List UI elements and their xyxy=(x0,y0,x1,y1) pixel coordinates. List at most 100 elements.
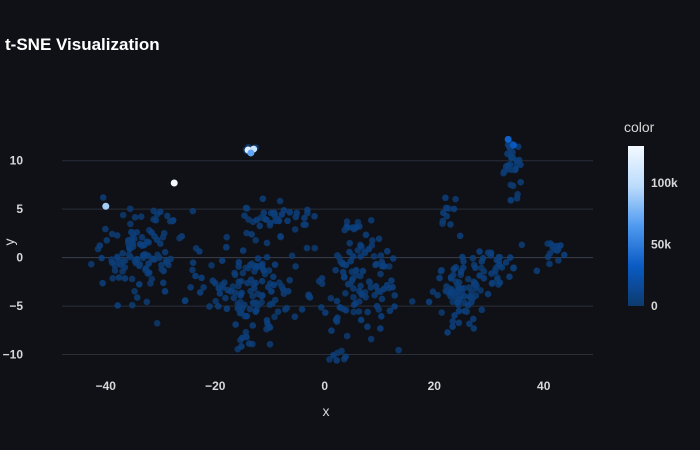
scatter-point xyxy=(385,263,393,270)
scatter-point xyxy=(238,289,245,297)
scatter-point xyxy=(439,209,447,217)
scatter-point xyxy=(362,293,369,301)
x-tick-label: 20 xyxy=(428,379,442,393)
scatter-point xyxy=(369,237,376,244)
scatter-point xyxy=(434,291,441,299)
scatter-point xyxy=(346,248,353,256)
scatter-point xyxy=(546,260,553,268)
scatter-point xyxy=(333,297,341,305)
scatter-point xyxy=(277,233,284,240)
scatter-point xyxy=(258,277,266,285)
scatter-point xyxy=(335,254,343,262)
scatter-point xyxy=(484,290,492,298)
scatter-point xyxy=(508,166,515,173)
scatter-point xyxy=(200,284,207,291)
scatter-point xyxy=(96,242,104,249)
scatter-point xyxy=(236,309,244,317)
scatter-point xyxy=(218,281,226,289)
scatter-point xyxy=(189,259,197,267)
scatter-point xyxy=(502,259,510,266)
scatter-point xyxy=(367,284,375,291)
scatter-point xyxy=(157,240,164,248)
scatter-point xyxy=(256,222,264,230)
scatter-point xyxy=(263,325,270,333)
scatter-point xyxy=(515,156,523,164)
scatter-point xyxy=(114,302,122,309)
scatter-point xyxy=(243,333,250,341)
scatter-point xyxy=(121,264,129,271)
scatter-point xyxy=(327,294,335,302)
scatter-point xyxy=(518,241,526,249)
scatter-point xyxy=(284,217,291,225)
scatter-point xyxy=(484,249,492,257)
scatter-point xyxy=(292,213,300,221)
scatter-point xyxy=(453,289,461,297)
scatter-point xyxy=(385,284,393,292)
scatter-point xyxy=(159,279,167,287)
scatter-point xyxy=(278,282,285,290)
scatter-point xyxy=(455,319,463,327)
scatter-point xyxy=(258,298,265,306)
scatter-point xyxy=(270,273,277,281)
scatter-point xyxy=(252,236,259,244)
scatter-point xyxy=(128,275,136,283)
scatter-point xyxy=(447,289,455,296)
scatter-point xyxy=(244,279,251,287)
scatter-point xyxy=(269,300,276,307)
scatter-point xyxy=(131,288,138,295)
scatter-point xyxy=(463,308,471,315)
scatter-point xyxy=(488,270,495,277)
scatter-point xyxy=(350,308,358,316)
scatter-point xyxy=(231,269,238,277)
scatter-point xyxy=(263,239,271,247)
scatter-point xyxy=(450,205,458,213)
scatter-point xyxy=(444,329,451,336)
scatter-point xyxy=(332,266,339,274)
scatter-point xyxy=(464,301,472,309)
scatter-point xyxy=(352,224,360,231)
scatter-point xyxy=(264,319,271,327)
scatter-point xyxy=(326,356,333,363)
scatter-points xyxy=(87,135,568,364)
scatter-point xyxy=(196,289,204,296)
colorbar-title: color xyxy=(624,119,655,135)
scatter-point xyxy=(350,293,357,301)
scatter-point xyxy=(498,264,506,271)
scatter-point xyxy=(371,291,378,299)
scatter-point xyxy=(222,243,230,251)
scatter-point xyxy=(389,255,397,262)
scatter-point xyxy=(364,308,371,316)
scatter-point xyxy=(339,260,347,268)
scatter-point xyxy=(480,275,488,282)
scatter-point xyxy=(157,208,164,216)
scatter-point xyxy=(159,234,167,241)
scatter-point xyxy=(291,313,299,321)
scatter-point xyxy=(492,265,499,273)
scatter-point xyxy=(439,220,446,228)
chart-title: t-SNE Visualization xyxy=(5,35,160,54)
scatter-point xyxy=(87,260,95,268)
scatter-point xyxy=(263,216,270,224)
scatter-point xyxy=(458,285,465,292)
scatter-point xyxy=(268,288,275,295)
scatter-point xyxy=(276,197,284,205)
scatter-point xyxy=(232,321,239,328)
y-tick-label: −10 xyxy=(3,348,24,362)
scatter-point xyxy=(476,248,483,255)
scatter-point xyxy=(460,258,467,265)
scatter-point xyxy=(260,209,268,217)
scatter-point xyxy=(450,265,458,273)
scatter-point xyxy=(286,276,293,284)
scatter-point xyxy=(333,349,341,357)
scatter-point xyxy=(271,313,278,321)
scatter-point xyxy=(378,262,386,270)
x-tick-label: −40 xyxy=(96,379,117,393)
x-axis-label: x xyxy=(323,403,330,419)
scatter-point xyxy=(143,238,151,246)
scatter-point xyxy=(198,274,205,282)
scatter-point xyxy=(209,277,217,285)
scatter-point xyxy=(513,195,521,202)
scatter-point xyxy=(365,245,373,253)
scatter-point xyxy=(456,232,464,240)
scatter-point xyxy=(478,258,486,265)
